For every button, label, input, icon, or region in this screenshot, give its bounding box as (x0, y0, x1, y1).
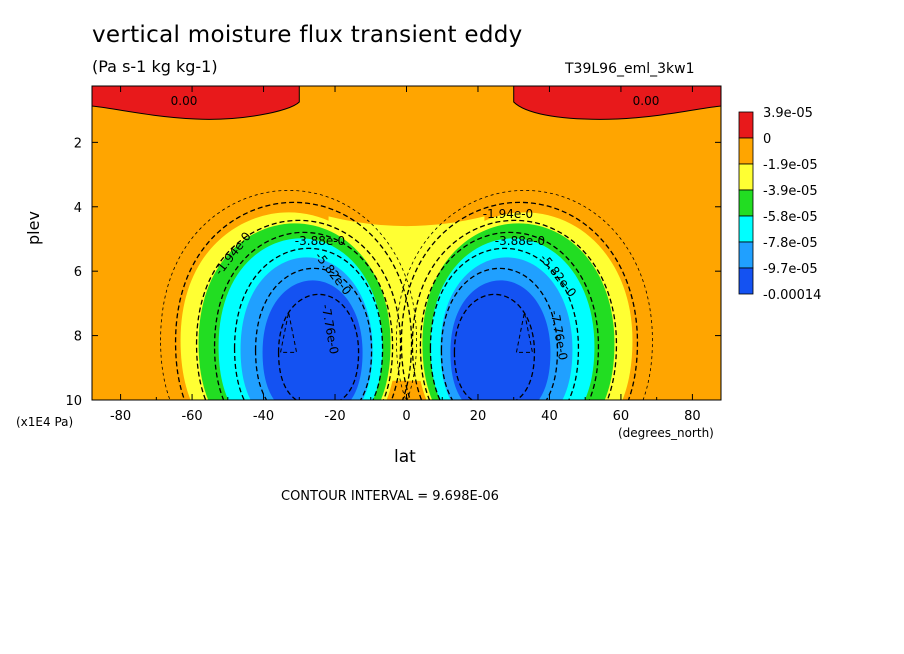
x-tick-label-5: 0 (402, 409, 410, 424)
y-tick-label-4: 8 (74, 330, 82, 345)
colorbar-swatch-4 (738, 189, 754, 217)
field-level-6-cell-1 (262, 280, 363, 400)
chart-units: (Pa s-1 kg kg-1) (92, 57, 218, 76)
colorbar-label-7: -9.7e-05 (763, 262, 818, 277)
contour-line-3-cell-2 (411, 219, 618, 400)
colorbar-label-2: 0 (763, 132, 771, 147)
contour-label-8: -3.88e-0 (495, 234, 545, 248)
y-tick-label-3: 6 (74, 265, 82, 280)
field-positive-region-2 (513, 86, 721, 120)
colorbar-label-3: -1.9e-05 (763, 158, 818, 173)
contour-line-7-cell-1 (277, 293, 360, 400)
y-tick-label-1: 2 (74, 136, 82, 151)
x-axis-units: (degrees_north) (618, 426, 714, 440)
contour-line-4-cell-1 (213, 231, 394, 400)
y-tick-label-2: 4 (74, 201, 82, 216)
colorbar-label-1: 3.9e-05 (763, 106, 813, 121)
colorbar-swatch-1 (738, 111, 754, 139)
x-tick-label-6: 20 (470, 409, 487, 424)
colorbar-swatch-5 (738, 215, 754, 243)
y-axis-label: plev (24, 211, 43, 245)
x-tick-label-9: 80 (684, 409, 701, 424)
x-axis-label: lat (394, 447, 416, 467)
contour-line-2-cell-1 (174, 201, 413, 400)
contour-label-7: -1.94e-0 (483, 207, 533, 221)
y-tick-label-5: 10 (65, 394, 82, 409)
x-tick-label-1: -80 (110, 409, 131, 424)
contour-line-7-cell-2 (453, 293, 536, 400)
x-tick-label-8: 60 (613, 409, 630, 424)
x-tick-label-2: -60 (181, 409, 202, 424)
colorbar-label-5: -5.8e-05 (763, 210, 818, 225)
contour-line-3-cell-1 (195, 219, 402, 400)
colorbar-swatch-6 (738, 241, 754, 269)
x-tick-label-3: -40 (253, 409, 274, 424)
colorbar-label-6: -7.8e-05 (763, 236, 818, 251)
colorbar-label-4: -3.9e-05 (763, 184, 818, 199)
contour-line-6-cell-2 (440, 267, 559, 400)
colorbar-swatch-3 (738, 163, 754, 191)
x-tick-label-4: -20 (324, 409, 345, 424)
contour-line-1-cell-2 (396, 189, 653, 400)
colorbar-label-8: -0.00014 (763, 288, 821, 303)
chart-title: vertical moisture flux transient eddy (92, 22, 523, 48)
contour-line-5-cell-1 (233, 247, 384, 400)
colorbar-swatch-2 (738, 137, 754, 165)
contour-label-2: 0.00 (633, 94, 660, 108)
contour-line-2-cell-2 (400, 201, 639, 400)
contour-label-1: 0.00 (171, 94, 198, 108)
contour-interval: CONTOUR INTERVAL = 9.698E-06 (281, 489, 499, 504)
contour-line-5-cell-2 (429, 247, 580, 400)
x-tick-label-7: 40 (541, 409, 558, 424)
contour-line-1-cell-1 (160, 189, 417, 400)
contour-line-4-cell-2 (419, 231, 600, 400)
run-label: T39L96_eml_3kw1 (565, 61, 695, 77)
field-positive-region-1 (92, 86, 300, 120)
contour-line-6-cell-1 (254, 267, 373, 400)
contour-label-4: -3.88e-0 (295, 234, 345, 248)
y-axis-units: (x1E4 Pa) (16, 415, 74, 429)
field-level-6-cell-2 (450, 280, 551, 400)
colorbar-swatch-7 (738, 267, 754, 295)
